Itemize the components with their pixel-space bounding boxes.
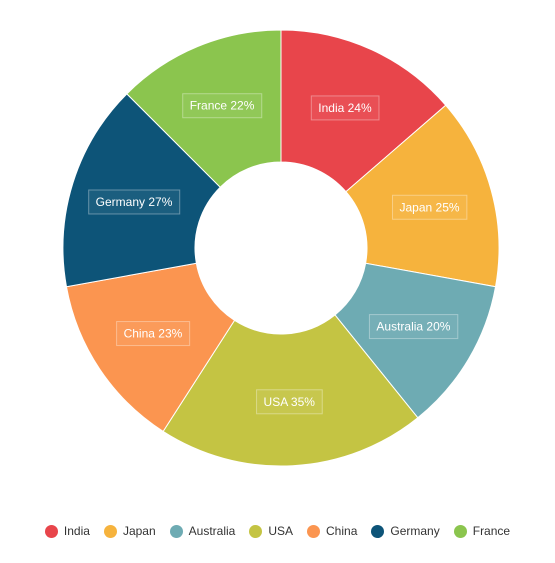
slice-usa[interactable] (162, 314, 419, 467)
slice-label-text-usa: USA 35% (264, 395, 316, 409)
slice-label-box-china (116, 321, 191, 347)
slice-india[interactable] (280, 29, 447, 193)
slice-label-box-australia (368, 314, 459, 340)
slice-label-australia: Australia 20% (368, 314, 459, 340)
chart-legend: India Japan Australia USA China Germany … (0, 520, 555, 542)
slice-label-text-japan: Japan 25% (399, 200, 459, 214)
slice-label-germany: Germany 27% (88, 189, 181, 215)
slice-label-china: China 23% (116, 321, 191, 347)
slice-label-france: France 22% (182, 93, 263, 119)
slice-label-text-germany: Germany 27% (96, 195, 173, 209)
slice-label-box-japan (391, 194, 468, 220)
legend-label-usa: USA (268, 524, 294, 538)
slice-germany[interactable] (62, 93, 221, 288)
slice-label-text-france: France 22% (190, 99, 255, 113)
legend-marker-germany (371, 524, 385, 538)
legend-label-france: France (472, 524, 511, 538)
slice-label-box-france (182, 93, 263, 119)
legend-marker-japan (103, 524, 117, 538)
legend-label-japan: Japan (122, 524, 156, 538)
legend-marker-china (307, 524, 321, 538)
legend-label-china: China (326, 524, 358, 538)
legend-marker-india (44, 524, 58, 538)
slice-label-box-usa (256, 389, 323, 415)
slice-label-box-germany (88, 189, 181, 215)
slice-label-india: India 24% (310, 95, 380, 121)
legend-item-usa[interactable]: USA (249, 524, 293, 538)
legend-marker-france (453, 524, 467, 538)
slice-japan[interactable] (345, 104, 500, 288)
slice-label-box-india (310, 95, 380, 121)
legend-item-japan[interactable]: Japan (103, 524, 156, 538)
slice-label-text-australia: Australia 20% (376, 320, 450, 334)
slice-labels: India 24% Japan 25% Australia 20% USA 35% Ch… (88, 93, 468, 415)
legend-item-australia[interactable]: Australia (169, 524, 236, 538)
slice-label-text-india: India 24% (318, 101, 372, 115)
slice-label-text-china: China 23% (124, 327, 183, 341)
slice-australia[interactable] (334, 262, 497, 419)
legend-item-china[interactable]: China (307, 524, 357, 538)
slice-label-usa: USA 35% (256, 389, 323, 415)
slice-china[interactable] (65, 262, 236, 433)
legend-item-india[interactable]: India (44, 524, 90, 538)
donut-chart-svg: India 24% Japan 25% Australia 20% USA 35% Ch… (62, 29, 500, 467)
legend-marker-usa (249, 524, 263, 538)
legend-item-germany[interactable]: Germany (371, 524, 440, 538)
legend-label-india: India (63, 524, 90, 538)
legend-item-france[interactable]: France (453, 524, 511, 538)
legend-label-germany: Germany (390, 524, 440, 538)
slice-france[interactable] (126, 29, 282, 188)
legend-marker-australia (169, 524, 183, 538)
slice-label-japan: Japan 25% (391, 194, 468, 220)
legend-label-australia: Australia (188, 524, 236, 538)
